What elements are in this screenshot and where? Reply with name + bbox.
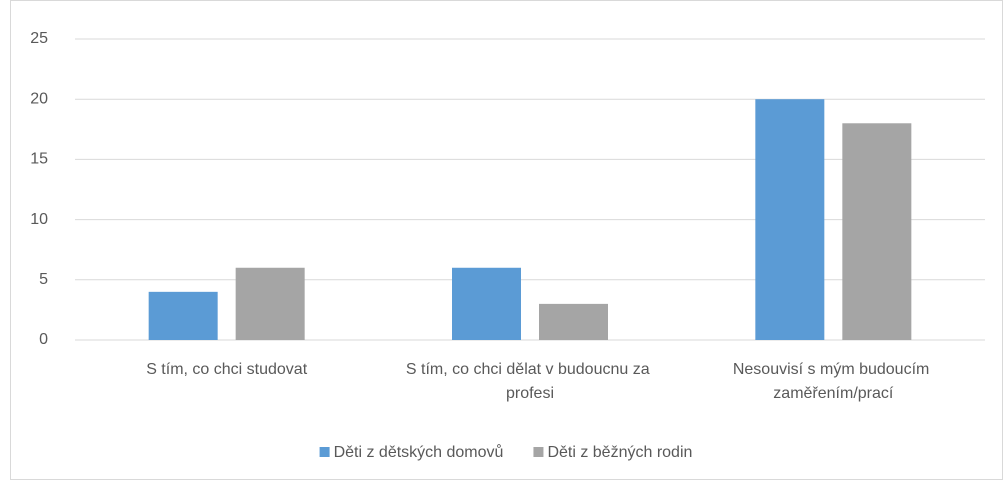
bar: [842, 123, 912, 340]
x-tick-label: S tím, co chci dělat v budoucnu za profe…: [406, 361, 654, 402]
bar: [539, 303, 608, 340]
chart-frame: [10, 0, 1003, 480]
legend-label: Děti z dětských domovů: [334, 443, 504, 461]
y-tick-label: 15: [30, 151, 48, 168]
bar: [235, 267, 305, 340]
y-tick-label: 25: [30, 30, 48, 47]
bar: [452, 267, 521, 340]
y-tick-label: 0: [39, 331, 48, 348]
legend-swatch: [319, 447, 330, 457]
x-tick-label: Nesouvisí s mým budoucím zaměřením/prací: [733, 361, 934, 402]
y-tick-label: 20: [30, 90, 48, 107]
bar: [148, 291, 218, 340]
x-tick-label: S tím, co chci studovat: [146, 361, 308, 378]
legend-label: Děti z běžných rodin: [547, 444, 692, 461]
y-tick-label: 10: [30, 211, 48, 228]
y-tick-label: 5: [39, 271, 48, 288]
bar: [755, 99, 825, 340]
legend-swatch: [533, 447, 544, 457]
